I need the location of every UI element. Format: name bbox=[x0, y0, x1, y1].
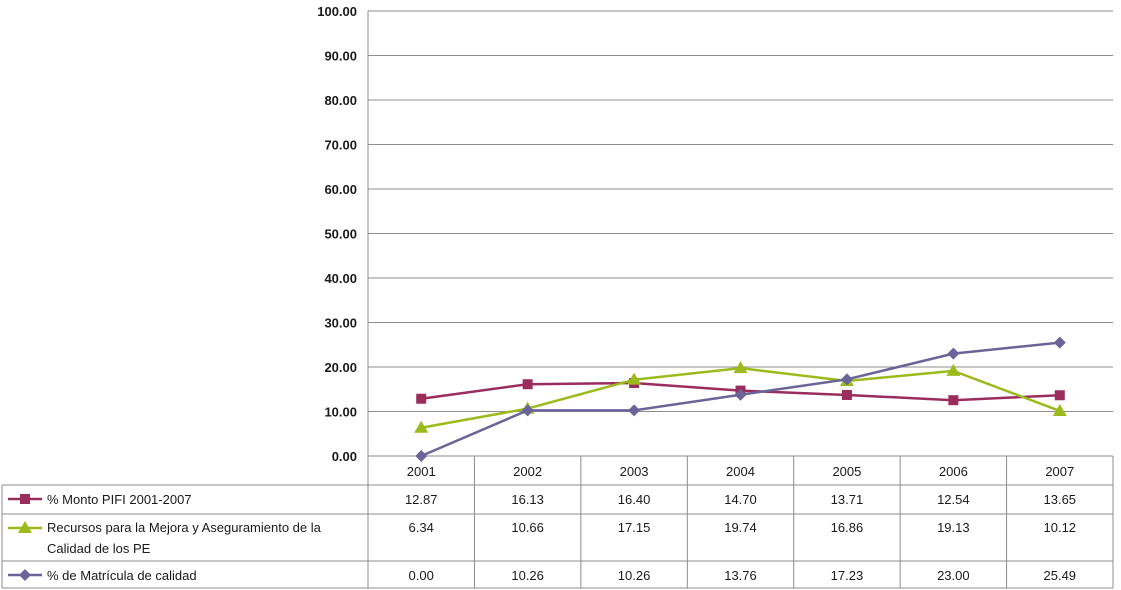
data-label: 13.65 bbox=[1044, 492, 1077, 507]
data-label: 16.86 bbox=[831, 520, 864, 535]
y-tick-label: 90.00 bbox=[324, 49, 357, 64]
data-point-series-3 bbox=[840, 373, 853, 386]
data-label: 17.23 bbox=[831, 568, 864, 583]
data-point-series-1 bbox=[1054, 390, 1065, 401]
x-tick-label: 2007 bbox=[1045, 464, 1074, 479]
data-point-series-2 bbox=[733, 361, 748, 374]
data-label: 12.54 bbox=[937, 492, 970, 507]
x-tick-label: 2005 bbox=[832, 464, 861, 479]
data-label: 12.87 bbox=[405, 492, 438, 507]
legend-marker-3 bbox=[19, 569, 31, 581]
legend-marker-2 bbox=[18, 521, 32, 533]
data-label: 17.15 bbox=[618, 520, 651, 535]
data-label: 10.26 bbox=[511, 568, 544, 583]
data-label: 10.26 bbox=[618, 568, 651, 583]
data-label: 25.49 bbox=[1044, 568, 1077, 583]
data-label: 13.76 bbox=[724, 568, 757, 583]
data-label: 14.70 bbox=[724, 492, 757, 507]
y-tick-label: 0.00 bbox=[332, 449, 357, 464]
data-point-series-2 bbox=[414, 420, 429, 433]
data-label: 0.00 bbox=[409, 568, 434, 583]
data-label: 16.13 bbox=[511, 492, 544, 507]
y-tick-label: 80.00 bbox=[324, 93, 357, 108]
legend-label: Calidad de los PE bbox=[47, 541, 151, 556]
x-tick-label: 2006 bbox=[939, 464, 968, 479]
data-point-series-2 bbox=[1052, 403, 1067, 416]
data-label: 16.40 bbox=[618, 492, 651, 507]
data-point-series-1 bbox=[841, 389, 852, 400]
data-label: 10.66 bbox=[511, 520, 544, 535]
data-point-series-3 bbox=[628, 404, 641, 417]
y-tick-label: 20.00 bbox=[324, 360, 357, 375]
data-point-series-3 bbox=[734, 388, 747, 401]
y-tick-label: 50.00 bbox=[324, 227, 357, 242]
data-point-series-1 bbox=[416, 393, 427, 404]
legend-label: % Monto PIFI 2001-2007 bbox=[47, 492, 192, 507]
data-point-series-1 bbox=[948, 395, 959, 406]
data-label: 13.71 bbox=[831, 492, 864, 507]
x-tick-label: 2003 bbox=[620, 464, 649, 479]
data-label: 10.12 bbox=[1044, 520, 1077, 535]
data-point-series-2 bbox=[946, 363, 961, 376]
data-point-series-3 bbox=[415, 450, 428, 462]
x-tick-label: 2004 bbox=[726, 464, 755, 479]
legend-label: Recursos para la Mejora y Aseguramiento … bbox=[47, 520, 322, 535]
data-label: 23.00 bbox=[937, 568, 970, 583]
y-tick-label: 70.00 bbox=[324, 138, 357, 153]
data-point-series-2 bbox=[627, 372, 642, 385]
x-tick-label: 2001 bbox=[407, 464, 436, 479]
x-tick-label: 2002 bbox=[513, 464, 542, 479]
data-point-series-1 bbox=[522, 379, 533, 390]
legend-marker-1 bbox=[20, 494, 30, 504]
y-tick-label: 60.00 bbox=[324, 182, 357, 197]
legend-label: % de Matrícula de calidad bbox=[47, 568, 197, 583]
y-tick-label: 40.00 bbox=[324, 271, 357, 286]
data-label: 19.13 bbox=[937, 520, 970, 535]
y-tick-label: 10.00 bbox=[324, 405, 357, 420]
y-tick-label: 100.00 bbox=[317, 4, 357, 19]
data-point-series-3 bbox=[1053, 336, 1066, 349]
data-label: 19.74 bbox=[724, 520, 757, 535]
data-point-series-3 bbox=[947, 347, 960, 360]
data-label: 6.34 bbox=[409, 520, 434, 535]
data-point-series-3 bbox=[521, 404, 534, 417]
y-tick-label: 30.00 bbox=[324, 316, 357, 331]
